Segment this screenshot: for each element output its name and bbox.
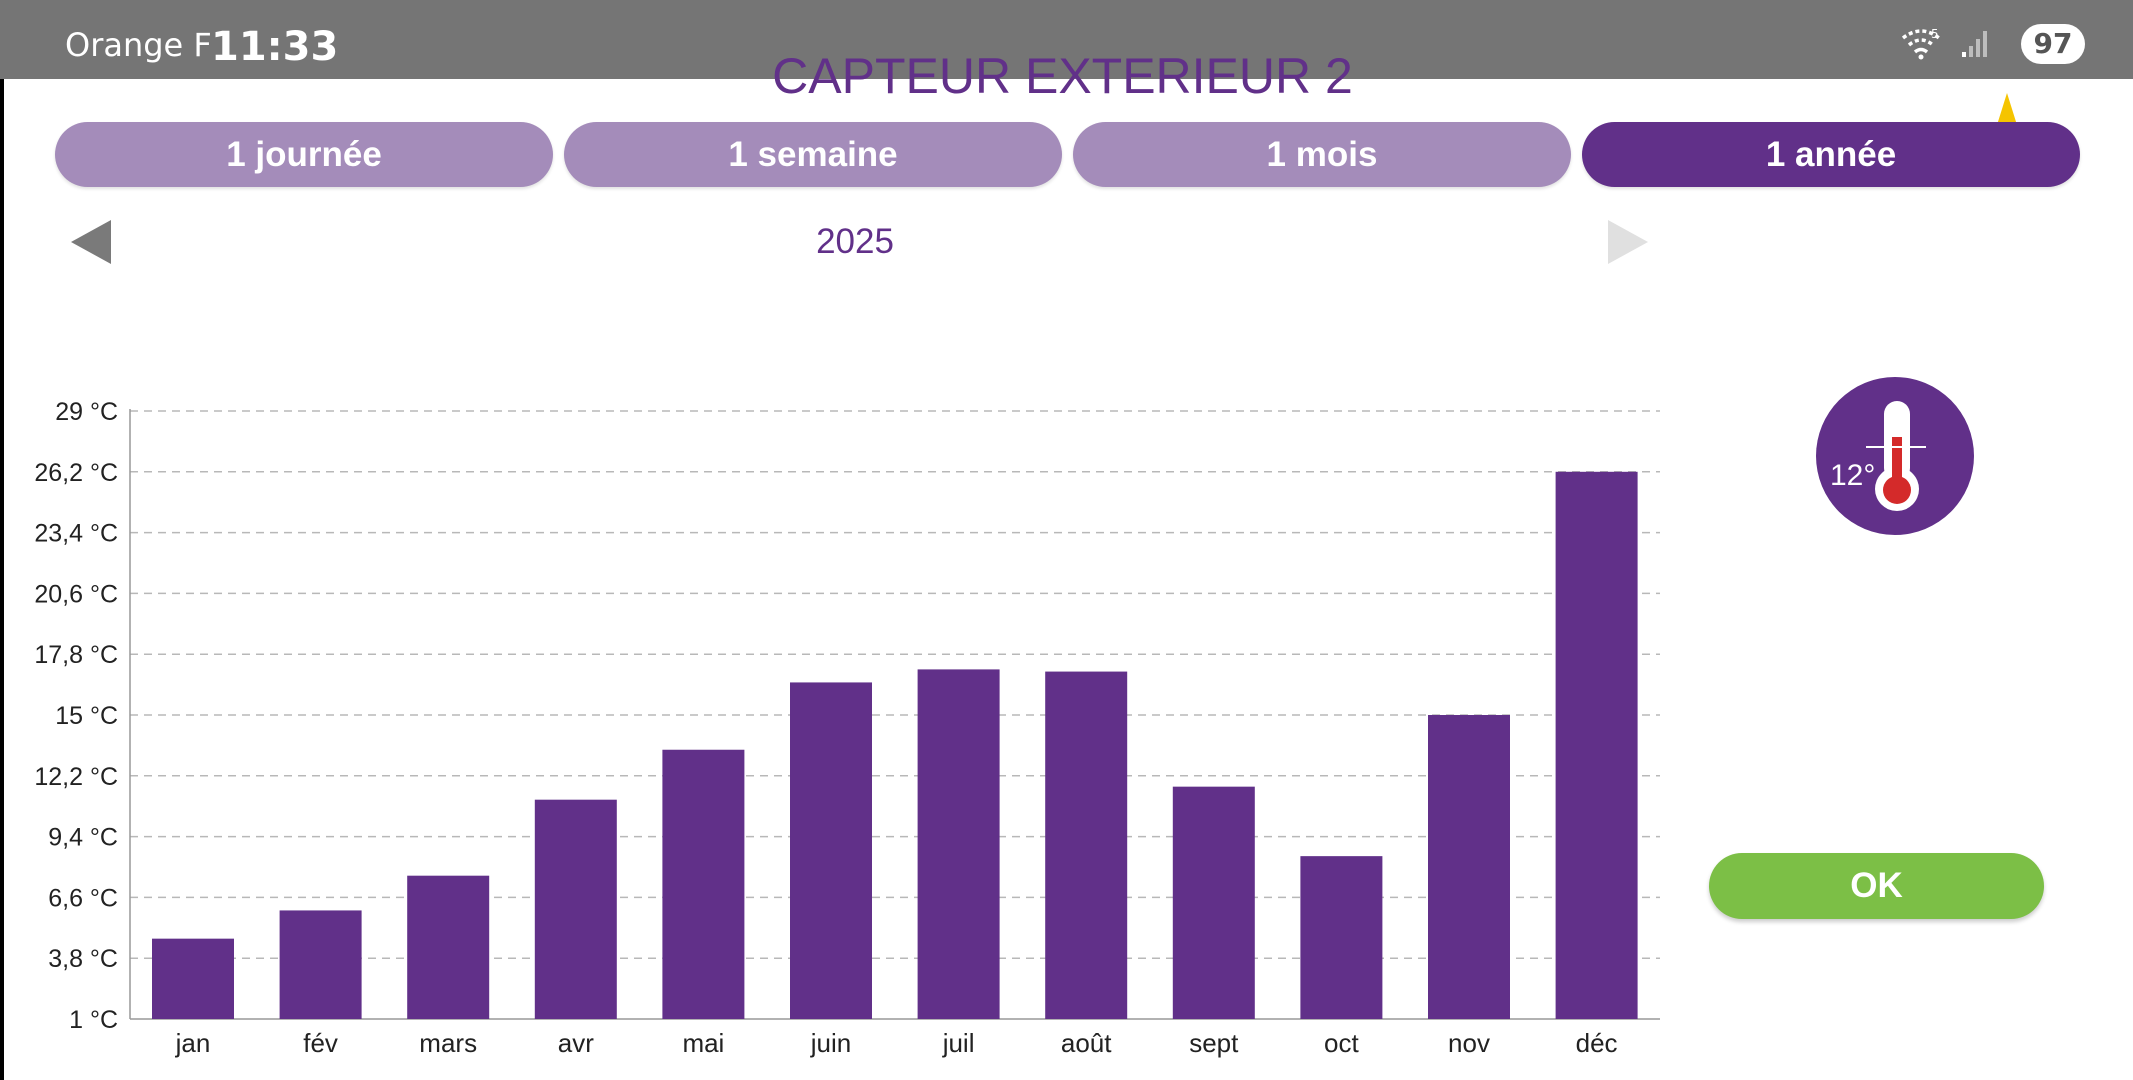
bar-mai bbox=[662, 749, 745, 1019]
y-tick-label: 6,6 °C bbox=[48, 884, 118, 912]
sensor-reading: 12° bbox=[1830, 459, 1876, 492]
bar-nov bbox=[1428, 715, 1510, 1019]
wifi-standard-label: 5 bbox=[1931, 27, 1939, 41]
x-tick-label: oct bbox=[1324, 1028, 1359, 1058]
y-tick-label: 26,2 °C bbox=[34, 459, 118, 487]
x-tick-label: mars bbox=[419, 1028, 477, 1058]
previous-period-icon[interactable] bbox=[67, 216, 115, 268]
tab-week[interactable]: 1 semaine bbox=[564, 122, 1062, 187]
x-tick-label: déc bbox=[1576, 1028, 1618, 1058]
bar-déc bbox=[1555, 471, 1638, 1019]
period-label: 2025 bbox=[816, 222, 894, 261]
bar-août bbox=[1045, 671, 1128, 1019]
page-title: CAPTEUR EXTERIEUR 2 bbox=[772, 48, 1353, 104]
x-tick-label: juin bbox=[810, 1028, 851, 1058]
x-tick-label: jan bbox=[175, 1028, 211, 1058]
status-bar: Orange F 11:33 5 97 bbox=[0, 0, 2133, 79]
y-tick-label: 9,4 °C bbox=[48, 824, 118, 852]
bar-juil bbox=[917, 669, 1000, 1019]
ok-button[interactable]: OK bbox=[1709, 853, 2044, 919]
y-tick-label: 17,8 °C bbox=[34, 641, 118, 669]
bar-mars bbox=[407, 875, 490, 1019]
thermometer-icon bbox=[1866, 401, 1926, 511]
bar-jan bbox=[152, 938, 234, 1019]
y-tick-label: 15 °C bbox=[55, 702, 118, 730]
y-tick-label: 12,2 °C bbox=[34, 763, 118, 791]
bar-juin bbox=[790, 682, 872, 1019]
sensor-badge: 12° bbox=[1816, 377, 1974, 535]
y-tick-label: 29 °C bbox=[55, 398, 118, 426]
next-period-icon[interactable] bbox=[1604, 216, 1652, 268]
y-tick-label: 3,8 °C bbox=[48, 945, 118, 973]
bar-fév bbox=[279, 910, 362, 1019]
clock: 11:33 bbox=[211, 24, 339, 70]
x-tick-label: sept bbox=[1189, 1028, 1239, 1058]
y-tick-label: 1 °C bbox=[69, 1006, 118, 1034]
x-tick-label: avr bbox=[558, 1028, 594, 1058]
signal-icon bbox=[1960, 28, 1990, 63]
wifi-icon: 5 bbox=[1901, 26, 1945, 65]
y-tick-label: 20,6 °C bbox=[34, 580, 118, 608]
y-tick-label: 23,4 °C bbox=[34, 520, 118, 548]
carrier-name: Orange F bbox=[65, 26, 212, 64]
temperature-bar-chart: 1 °C 3,8 °C 6,6 °C 9,4 °C 12,2 °C 15 °C 17,8 °… bbox=[34, 398, 1660, 1058]
bar-oct bbox=[1300, 856, 1383, 1019]
tab-month[interactable]: 1 mois bbox=[1073, 122, 1571, 187]
bar-sept bbox=[1172, 786, 1255, 1019]
x-tick-label: juil bbox=[942, 1028, 975, 1058]
x-tick-label: mai bbox=[682, 1028, 724, 1058]
battery-indicator: 97 bbox=[2021, 24, 2085, 64]
x-tick-label: août bbox=[1061, 1028, 1112, 1058]
x-tick-label: nov bbox=[1448, 1028, 1490, 1058]
x-tick-label: fév bbox=[303, 1028, 338, 1058]
tab-day[interactable]: 1 journée bbox=[55, 122, 553, 187]
bar-avr bbox=[534, 799, 617, 1019]
tab-year[interactable]: 1 année bbox=[1582, 122, 2080, 187]
